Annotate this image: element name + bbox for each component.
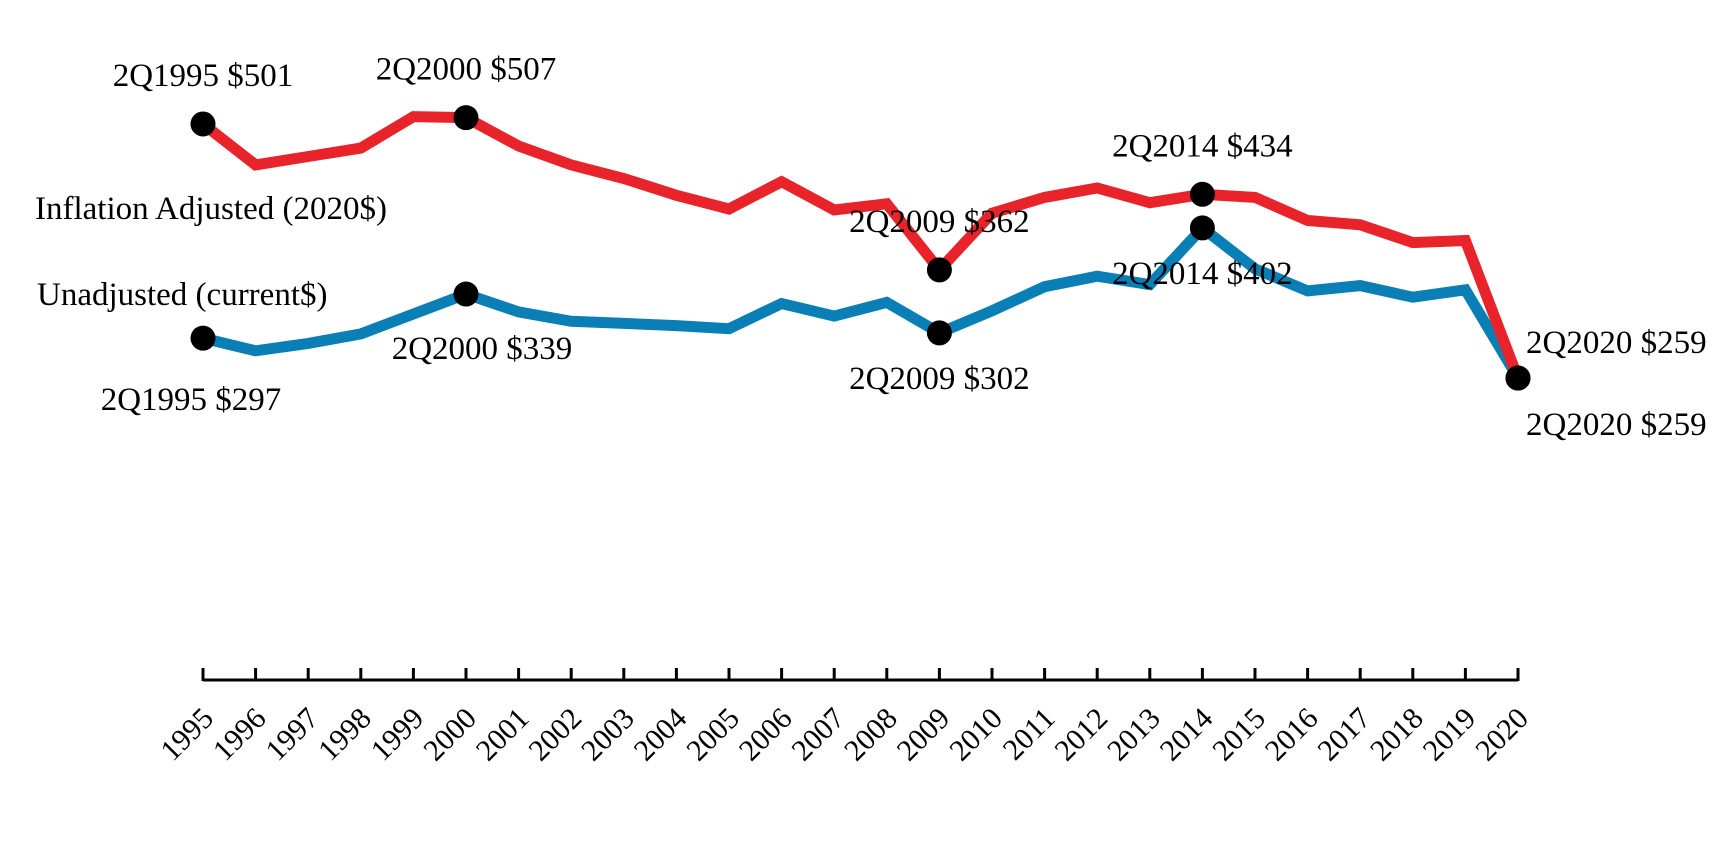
data-point-label: 2Q2000 $339 <box>392 331 573 367</box>
x-tick-label: 1995 <box>154 702 220 768</box>
data-point-label: 2Q2009 $302 <box>849 361 1030 397</box>
x-tick-label: 2019 <box>1417 702 1483 768</box>
x-tick-label: 2006 <box>733 702 799 768</box>
data-point-label: 2Q2000 $507 <box>376 52 557 88</box>
x-axis: 1995199619971998199920002001200220032004… <box>154 668 1535 767</box>
series-label-unadjusted: Unadjusted (current$) <box>37 277 327 313</box>
data-point-label: 2Q2020 $259 <box>1526 407 1707 443</box>
x-tick-label: 2001 <box>470 702 536 768</box>
data-point-marker <box>926 257 952 283</box>
x-tick-label: 2008 <box>838 702 904 768</box>
x-tick-label: 1998 <box>312 702 378 768</box>
x-tick-label: 2020 <box>1469 702 1535 768</box>
x-tick-label: 2004 <box>628 702 694 768</box>
data-point-label: 2Q1995 $297 <box>101 382 282 418</box>
data-point-label: 2Q2020 $259 <box>1526 325 1707 361</box>
data-point-marker <box>1189 181 1215 207</box>
data-point-label: 2Q2014 $434 <box>1112 128 1293 164</box>
data-point-label: 2Q2009 $362 <box>849 204 1030 240</box>
x-tick-label: 2010 <box>943 702 1009 768</box>
x-tick-label: 2015 <box>1206 702 1272 768</box>
data-point-marker <box>1189 215 1215 241</box>
x-tick-label: 2018 <box>1364 702 1430 768</box>
series-layer <box>199 111 1524 381</box>
x-tick-label: 2017 <box>1311 702 1377 768</box>
x-tick-label: 2013 <box>1101 702 1167 768</box>
x-tick-label: 2002 <box>522 702 588 768</box>
x-tick-label: 2012 <box>1048 702 1114 768</box>
x-tick-label: 2003 <box>575 702 641 768</box>
data-point-marker <box>453 105 479 131</box>
data-point-label: 2Q2014 $402 <box>1112 256 1293 292</box>
marker-layer <box>190 105 1531 391</box>
x-tick-label: 2014 <box>1154 702 1220 768</box>
data-point-marker <box>1505 365 1531 391</box>
x-tick-label: 2005 <box>680 702 746 768</box>
data-point-label: 2Q1995 $501 <box>113 58 294 94</box>
series-line-inflation-adjusted <box>199 111 1524 381</box>
series-label-inflation-adjusted: Inflation Adjusted (2020$) <box>35 191 387 227</box>
x-tick-label: 1999 <box>365 702 431 768</box>
x-tick-label: 1997 <box>259 702 325 768</box>
label-layer: 2Q1995 $501 2Q2000 $507 2Q2009 $362 2Q2014 … <box>35 52 1707 443</box>
x-tick-label: 2011 <box>997 702 1062 767</box>
x-tick-label: 2000 <box>417 702 483 768</box>
data-point-marker <box>190 325 216 351</box>
x-tick-label: 2007 <box>785 702 851 768</box>
x-tick-label: 2009 <box>891 702 957 768</box>
x-tick-label: 2016 <box>1259 702 1325 768</box>
data-point-marker <box>190 111 216 137</box>
data-point-marker <box>453 281 479 307</box>
series-line-unadjusted <box>201 220 1523 381</box>
x-tick-label: 1996 <box>207 702 273 768</box>
data-point-marker <box>926 320 952 346</box>
